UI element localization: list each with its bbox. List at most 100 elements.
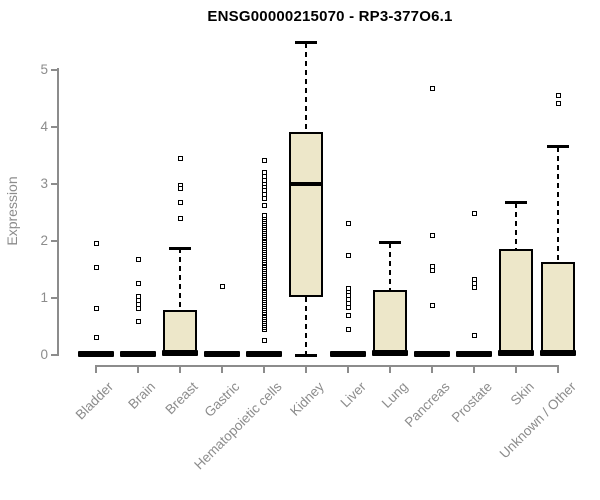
y-tick-label: 5 bbox=[40, 62, 48, 77]
outlier-point bbox=[471, 332, 477, 338]
outlier-point bbox=[219, 283, 225, 289]
y-tick-label: 1 bbox=[40, 290, 48, 305]
outlier-point bbox=[345, 304, 351, 310]
x-category-label: Skin bbox=[507, 379, 537, 409]
chart-title: ENSG00000215070 - RP3-377O6.1 bbox=[207, 8, 453, 25]
lower-whisker bbox=[305, 296, 307, 355]
outlier-point bbox=[177, 216, 183, 222]
collapsed-box-bar bbox=[204, 350, 240, 357]
iqr-box bbox=[541, 262, 575, 354]
median-zero-bar bbox=[372, 349, 408, 356]
lower-whisker-cap bbox=[295, 353, 317, 357]
x-category-label: Lung bbox=[378, 379, 411, 411]
x-category-label: Unknown / Other bbox=[496, 379, 579, 462]
collapsed-box-bar bbox=[246, 350, 282, 357]
outlier-point bbox=[93, 240, 99, 246]
x-category-label: Liver bbox=[337, 379, 369, 411]
y-axis-tick bbox=[51, 126, 58, 128]
y-axis-tick bbox=[51, 240, 58, 242]
outlier-point bbox=[135, 280, 141, 286]
outlier-point bbox=[261, 157, 267, 163]
outlier-point bbox=[93, 335, 99, 341]
upper-whisker bbox=[305, 42, 307, 132]
outlier-point bbox=[555, 92, 561, 98]
y-tick-label: 4 bbox=[40, 119, 48, 134]
x-axis-tick bbox=[305, 365, 307, 373]
x-axis-tick bbox=[347, 365, 349, 373]
x-axis-tick bbox=[137, 365, 139, 373]
upper-whisker bbox=[515, 202, 517, 249]
y-axis-tick bbox=[51, 69, 58, 71]
outlier-point bbox=[345, 252, 351, 258]
outlier-point bbox=[135, 257, 141, 263]
x-category-label: Bladder bbox=[73, 379, 117, 423]
outlier-point bbox=[177, 156, 183, 162]
iqr-box bbox=[163, 309, 197, 354]
outlier-point bbox=[471, 285, 477, 291]
upper-whisker-cap bbox=[295, 41, 317, 45]
outlier-point bbox=[93, 265, 99, 271]
y-axis-line bbox=[57, 68, 59, 356]
median-zero-bar bbox=[498, 349, 534, 356]
upper-whisker-cap bbox=[379, 241, 401, 245]
iqr-box bbox=[499, 248, 533, 354]
x-axis-tick bbox=[389, 365, 391, 373]
x-axis-tick bbox=[221, 365, 223, 373]
y-tick-label: 3 bbox=[40, 176, 48, 191]
outlier-point bbox=[429, 85, 435, 91]
x-axis-tick bbox=[473, 365, 475, 373]
collapsed-box-bar bbox=[120, 350, 156, 357]
y-axis-tick bbox=[51, 183, 58, 185]
x-axis-line bbox=[96, 365, 559, 367]
upper-whisker-cap bbox=[169, 246, 191, 250]
outlier-point bbox=[135, 319, 141, 325]
collapsed-box-bar bbox=[330, 350, 366, 357]
upper-whisker-cap bbox=[505, 201, 527, 205]
outlier-point bbox=[261, 195, 267, 201]
iqr-box bbox=[373, 290, 407, 354]
outlier-point bbox=[429, 303, 435, 309]
x-category-label: Prostate bbox=[448, 379, 495, 426]
outlier-point bbox=[471, 210, 477, 216]
x-axis-tick bbox=[515, 365, 517, 373]
upper-whisker-cap bbox=[547, 145, 569, 149]
median-line bbox=[289, 182, 323, 186]
collapsed-box-bar bbox=[414, 350, 450, 357]
outlier-point bbox=[555, 100, 561, 106]
y-tick-label: 0 bbox=[40, 347, 48, 362]
y-axis-tick bbox=[51, 297, 58, 299]
outlier-point bbox=[345, 220, 351, 226]
upper-whisker bbox=[557, 146, 559, 263]
outlier-point bbox=[261, 202, 267, 208]
outlier-point bbox=[261, 213, 267, 219]
outlier-point bbox=[261, 337, 267, 343]
x-axis-tick bbox=[179, 365, 181, 373]
y-axis-tick bbox=[51, 354, 58, 356]
outlier-point bbox=[135, 305, 141, 311]
median-zero-bar bbox=[162, 349, 198, 356]
x-axis-tick bbox=[263, 365, 265, 373]
outlier-point bbox=[429, 268, 435, 274]
collapsed-box-bar bbox=[78, 350, 114, 357]
upper-whisker bbox=[389, 242, 391, 290]
x-category-label: Breast bbox=[162, 379, 201, 418]
y-tick-label: 2 bbox=[40, 233, 48, 248]
collapsed-box-bar bbox=[456, 350, 492, 357]
outlier-point bbox=[93, 305, 99, 311]
x-category-label: Brain bbox=[125, 379, 159, 412]
outlier-point bbox=[177, 199, 183, 205]
outlier-point bbox=[345, 312, 351, 318]
median-zero-bar bbox=[540, 349, 576, 356]
x-axis-tick bbox=[95, 365, 97, 373]
x-axis-tick bbox=[431, 365, 433, 373]
outlier-point bbox=[429, 232, 435, 238]
iqr-box bbox=[289, 131, 323, 297]
x-category-label: Gastric bbox=[201, 379, 243, 420]
upper-whisker bbox=[179, 248, 181, 310]
x-category-label: Pancreas bbox=[401, 379, 453, 430]
outlier-point bbox=[345, 327, 351, 333]
x-category-label: Kidney bbox=[286, 379, 327, 419]
outlier-point bbox=[177, 186, 183, 192]
x-axis-tick bbox=[557, 365, 559, 373]
